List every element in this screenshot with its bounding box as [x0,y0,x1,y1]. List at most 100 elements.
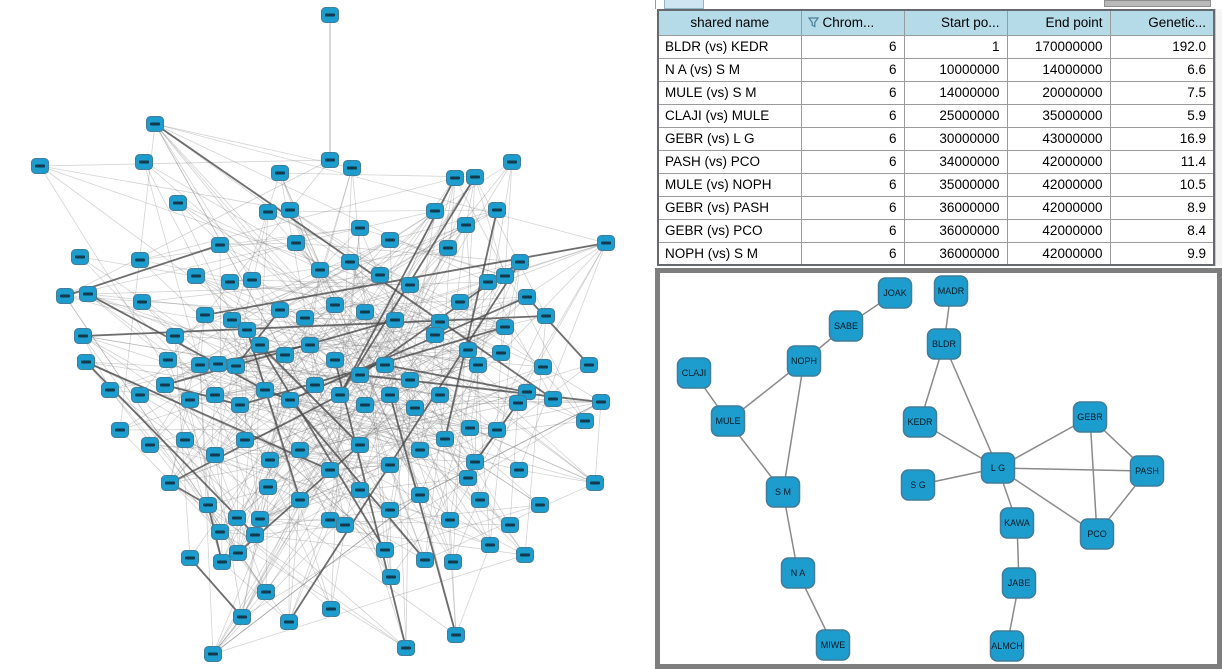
network-node-MADR[interactable]: MADR [933,275,969,307]
network-node[interactable] [291,492,309,508]
cell-shared-name[interactable]: MULE (vs) NOPH [657,172,802,197]
network-node[interactable] [509,395,527,411]
network-node[interactable] [471,492,489,508]
network-node[interactable] [206,387,224,403]
cell-value[interactable]: 14000000 [903,80,1008,105]
network-node[interactable] [326,352,344,368]
network-node[interactable] [131,252,149,268]
network-node[interactable] [451,294,469,310]
network-edge-BLDR-LG[interactable] [943,343,999,469]
network-node[interactable] [221,274,239,290]
network-node[interactable] [331,387,349,403]
network-node[interactable] [496,268,514,284]
network-node[interactable] [131,387,149,403]
network-node[interactable] [141,437,159,453]
cell-value[interactable]: 20000000 [1006,80,1111,105]
table-row[interactable]: NOPH (vs) S M 6 36000000 42000000 9.9 [657,241,1215,266]
network-node[interactable] [351,367,369,383]
network-node[interactable] [257,584,275,600]
network-node[interactable] [181,550,199,566]
network-node[interactable] [146,116,164,132]
network-node[interactable] [431,314,449,330]
cell-value[interactable]: 16.9 [1109,126,1215,151]
cell-value[interactable]: 11.4 [1109,149,1215,174]
network-node[interactable] [469,357,487,373]
network-node[interactable] [259,479,277,495]
cell-value[interactable]: 36000000 [903,195,1008,220]
network-node[interactable] [166,328,184,344]
network-node[interactable] [321,462,339,478]
table-row[interactable]: N A (vs) S M 6 10000000 14000000 6.6 [657,57,1215,82]
network-node[interactable] [321,7,339,23]
table-row[interactable]: GEBR (vs) L G 6 30000000 43000000 16.9 [657,126,1215,151]
cell-value[interactable]: 9.9 [1109,241,1215,266]
cell-value[interactable]: 35000000 [1006,103,1111,128]
network-node[interactable] [251,337,269,353]
cell-value[interactable]: 5.9 [1109,103,1215,128]
network-node[interactable] [597,235,615,251]
cell-value[interactable]: 6 [800,57,905,82]
network-node[interactable] [444,554,462,570]
cell-value[interactable]: 34000000 [903,149,1008,174]
network-node[interactable] [228,510,246,526]
network-edge-LG-PASH[interactable] [997,467,1148,472]
network-node[interactable] [537,308,555,324]
network-node-JABE[interactable]: JABE [1001,567,1037,599]
network-node[interactable] [447,627,465,643]
cell-value[interactable]: 42000000 [1006,241,1111,266]
network-node[interactable] [236,432,254,448]
cell-value[interactable]: 43000000 [1006,126,1111,151]
network-node[interactable] [256,382,274,398]
table-row[interactable]: GEBR (vs) PASH 6 36000000 42000000 8.9 [657,195,1215,220]
cell-shared-name[interactable]: MULE (vs) S M [657,80,802,105]
network-node[interactable] [156,377,174,393]
overview-network-canvas[interactable] [0,0,655,669]
network-node[interactable] [271,165,289,181]
cell-value[interactable]: 6 [800,218,905,243]
network-node[interactable] [576,413,594,429]
network-node[interactable] [382,569,400,585]
cell-value[interactable]: 10.5 [1109,172,1215,197]
network-node[interactable] [492,345,510,361]
network-node[interactable] [191,357,209,373]
network-node[interactable] [243,272,261,288]
network-node[interactable] [401,372,419,388]
network-node-PCO[interactable]: PCO [1079,518,1115,550]
cell-value[interactable]: 42000000 [1006,149,1111,174]
network-node[interactable] [411,442,429,458]
network-node[interactable] [311,262,329,278]
network-node[interactable] [381,387,399,403]
network-node-SG[interactable]: S G [900,469,936,501]
network-node[interactable] [31,158,49,174]
column-header-genetic[interactable]: Genetic... [1109,9,1215,36]
network-node[interactable] [176,432,194,448]
network-node[interactable] [209,356,227,372]
network-node[interactable] [518,289,536,305]
network-edge-NOPH-SM[interactable] [782,360,805,493]
network-node[interactable] [71,249,89,265]
cell-value[interactable]: 30000000 [903,126,1008,151]
network-node[interactable] [276,347,294,363]
cell-value[interactable]: 8.4 [1109,218,1215,243]
cell-value[interactable]: 42000000 [1006,218,1111,243]
network-node[interactable] [488,202,506,218]
network-node[interactable] [516,547,534,563]
network-node[interactable] [199,497,217,513]
network-node[interactable] [101,382,119,398]
cell-value[interactable]: 42000000 [1006,195,1111,220]
network-node[interactable] [77,354,95,370]
network-node[interactable] [479,274,497,290]
network-node[interactable] [169,195,187,211]
network-node[interactable] [371,267,389,283]
cell-value[interactable]: 7.5 [1109,80,1215,105]
network-node[interactable] [534,359,552,375]
network-node[interactable] [196,307,214,323]
network-node[interactable] [227,358,245,374]
network-node[interactable] [281,202,299,218]
network-node[interactable] [351,482,369,498]
network-node[interactable] [446,170,464,186]
network-node[interactable] [510,462,528,478]
cell-value[interactable]: 6 [800,195,905,220]
network-node[interactable] [488,422,506,438]
network-node[interactable] [229,545,247,561]
